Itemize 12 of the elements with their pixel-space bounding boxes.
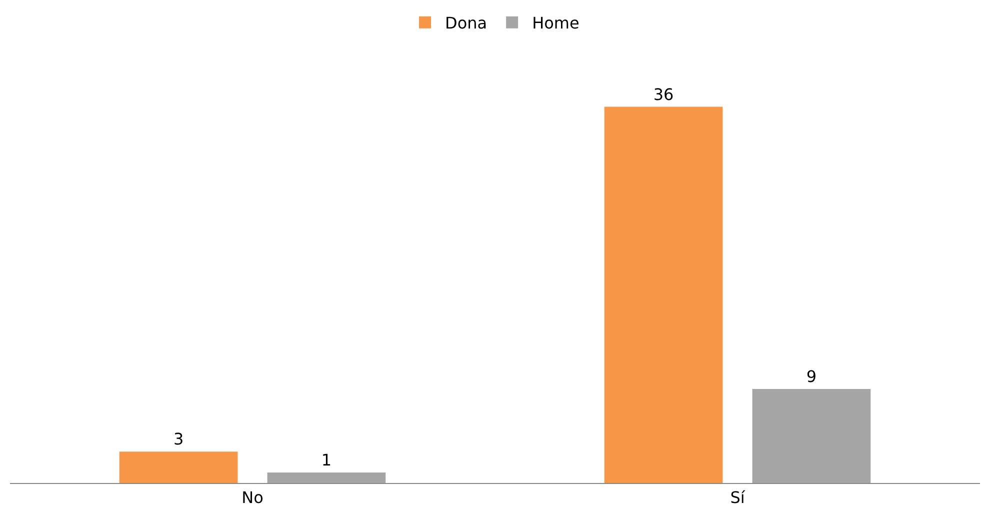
data-label: 36 [653, 84, 674, 104]
legend-label: Home [532, 14, 580, 33]
data-label: 3 [173, 430, 184, 449]
bar [119, 452, 238, 483]
x-tick-label: No [242, 488, 264, 508]
bar [267, 472, 386, 483]
data-label: 1 [321, 450, 332, 470]
x-tick-label: Sí [730, 488, 746, 508]
legend-label: Dona [445, 14, 488, 33]
data-label: 9 [806, 366, 817, 386]
bar [604, 106, 723, 483]
bar [752, 388, 871, 483]
